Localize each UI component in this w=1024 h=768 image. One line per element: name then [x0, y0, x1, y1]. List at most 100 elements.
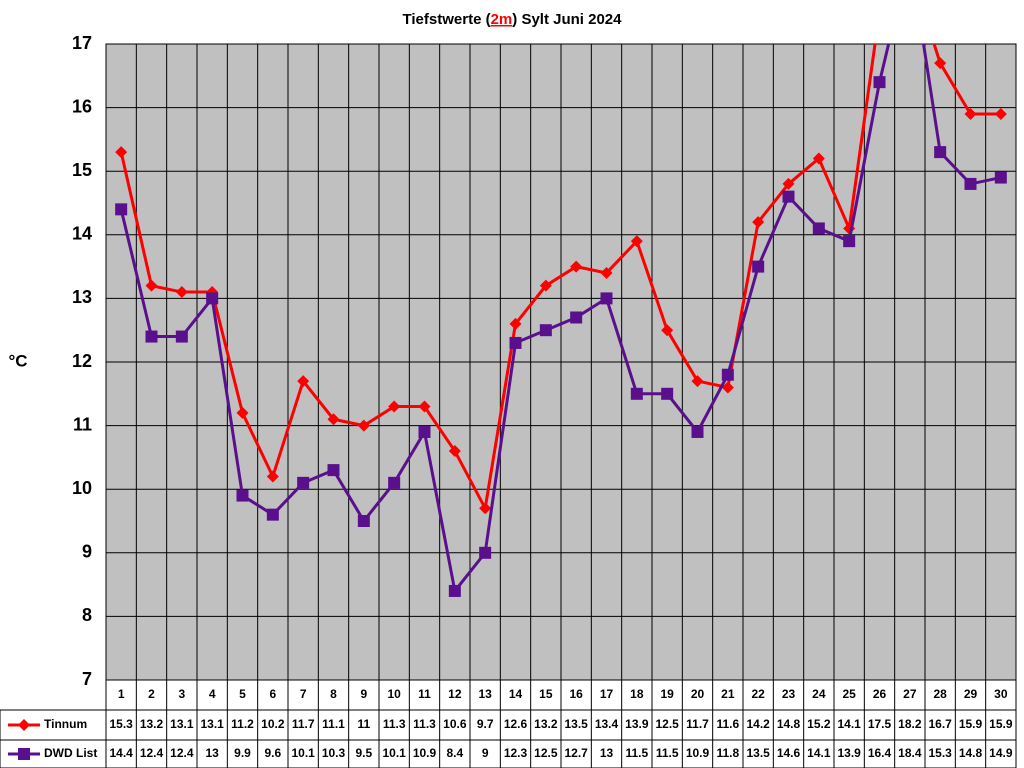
marker — [115, 146, 128, 159]
table-value: 9.5 — [355, 746, 372, 760]
y-tick-label: 16 — [72, 96, 92, 116]
marker — [448, 584, 461, 597]
marker — [18, 719, 30, 731]
table-value: 14.8 — [777, 717, 801, 731]
marker — [327, 413, 340, 426]
title-part: 2m — [491, 11, 513, 28]
marker — [691, 375, 704, 388]
marker — [964, 177, 977, 190]
x-tick-label: 15 — [539, 687, 553, 701]
x-tick-label: 1 — [118, 687, 125, 701]
y-tick-label: 12 — [72, 351, 92, 371]
marker — [782, 190, 795, 203]
table-value: 17.5 — [868, 717, 892, 731]
table-value: 18.4 — [898, 746, 922, 760]
x-tick-label: 5 — [239, 687, 246, 701]
y-tick-label: 10 — [72, 478, 92, 498]
marker — [448, 445, 461, 458]
table-value: 10.9 — [413, 746, 437, 760]
marker — [236, 489, 249, 502]
table-value: 11.7 — [686, 717, 709, 731]
table-value: 14.4 — [109, 746, 133, 760]
legend-marker — [18, 719, 30, 731]
x-tick-label: 7 — [300, 687, 307, 701]
x-tick-label: 11 — [418, 687, 431, 701]
marker — [994, 171, 1007, 184]
marker — [721, 368, 734, 381]
x-tick-label: 30 — [994, 687, 1008, 701]
marker — [812, 222, 825, 235]
marker — [266, 508, 279, 521]
table-value: 10.6 — [443, 717, 467, 731]
marker — [661, 324, 674, 337]
table-value: 14.1 — [807, 746, 831, 760]
x-tick-label: 20 — [691, 687, 705, 701]
marker — [752, 216, 765, 229]
marker — [297, 375, 310, 388]
x-tick-label: 16 — [569, 687, 583, 701]
table-value: 14.9 — [989, 746, 1013, 760]
y-tick-label: 7 — [82, 669, 92, 689]
y-tick-label: 13 — [72, 287, 92, 307]
marker — [570, 311, 583, 324]
x-tick-label: 3 — [178, 687, 185, 701]
y-tick-label: 14 — [72, 224, 92, 244]
x-tick-label: 18 — [630, 687, 644, 701]
x-tick-label: 9 — [360, 687, 367, 701]
y-tick-label: 17 — [72, 33, 92, 53]
table-value: 15.2 — [807, 717, 831, 731]
plot-layer — [115, 6, 1007, 597]
marker — [874, 6, 886, 18]
marker — [630, 235, 643, 248]
marker — [812, 152, 825, 165]
x-tick-label: 26 — [873, 687, 887, 701]
marker — [388, 476, 401, 489]
table-value: 13.4 — [595, 717, 619, 731]
x-tick-label: 13 — [478, 687, 492, 701]
table-value: 13.9 — [837, 746, 861, 760]
marker — [115, 203, 128, 216]
table-value: 9.7 — [477, 717, 494, 731]
x-tick-label: 28 — [933, 687, 947, 701]
legend-label: Tinnum — [44, 717, 87, 731]
marker — [843, 235, 856, 248]
marker — [388, 400, 401, 413]
table-value: 9.6 — [264, 746, 281, 760]
table-value: 12.3 — [504, 746, 528, 760]
y-tick-label: 9 — [82, 542, 92, 562]
marker — [145, 279, 158, 292]
x-tick-label: 21 — [721, 687, 735, 701]
table-value: 13.1 — [200, 717, 224, 731]
table-value: 13 — [600, 746, 614, 760]
x-tick-label: 29 — [964, 687, 978, 701]
table-value: 14.1 — [837, 717, 861, 731]
marker — [418, 400, 431, 413]
x-tick-label: 23 — [782, 687, 796, 701]
x-tick-label: 17 — [600, 687, 614, 701]
table-value: 10.1 — [291, 746, 315, 760]
marker — [357, 419, 370, 432]
marker — [934, 146, 947, 159]
marker — [539, 279, 552, 292]
table-value: 13.2 — [534, 717, 558, 731]
marker — [327, 464, 340, 477]
marker — [236, 406, 249, 419]
marker — [661, 387, 674, 400]
marker — [509, 317, 522, 330]
table-value: 9 — [482, 746, 489, 760]
x-tick-label: 14 — [509, 687, 523, 701]
table-value: 11.5 — [625, 746, 648, 760]
x-tick-label: 24 — [812, 687, 826, 701]
marker — [266, 470, 279, 483]
x-tick-label: 2 — [148, 687, 155, 701]
table-value: 11.5 — [656, 746, 679, 760]
table-value: 16.7 — [928, 717, 952, 731]
y-tick-label: 8 — [82, 605, 92, 625]
marker — [630, 387, 643, 400]
table-value: 10.3 — [322, 746, 346, 760]
marker — [175, 286, 188, 299]
table-value: 14.6 — [777, 746, 801, 760]
marker — [600, 266, 613, 279]
marker — [873, 76, 886, 89]
